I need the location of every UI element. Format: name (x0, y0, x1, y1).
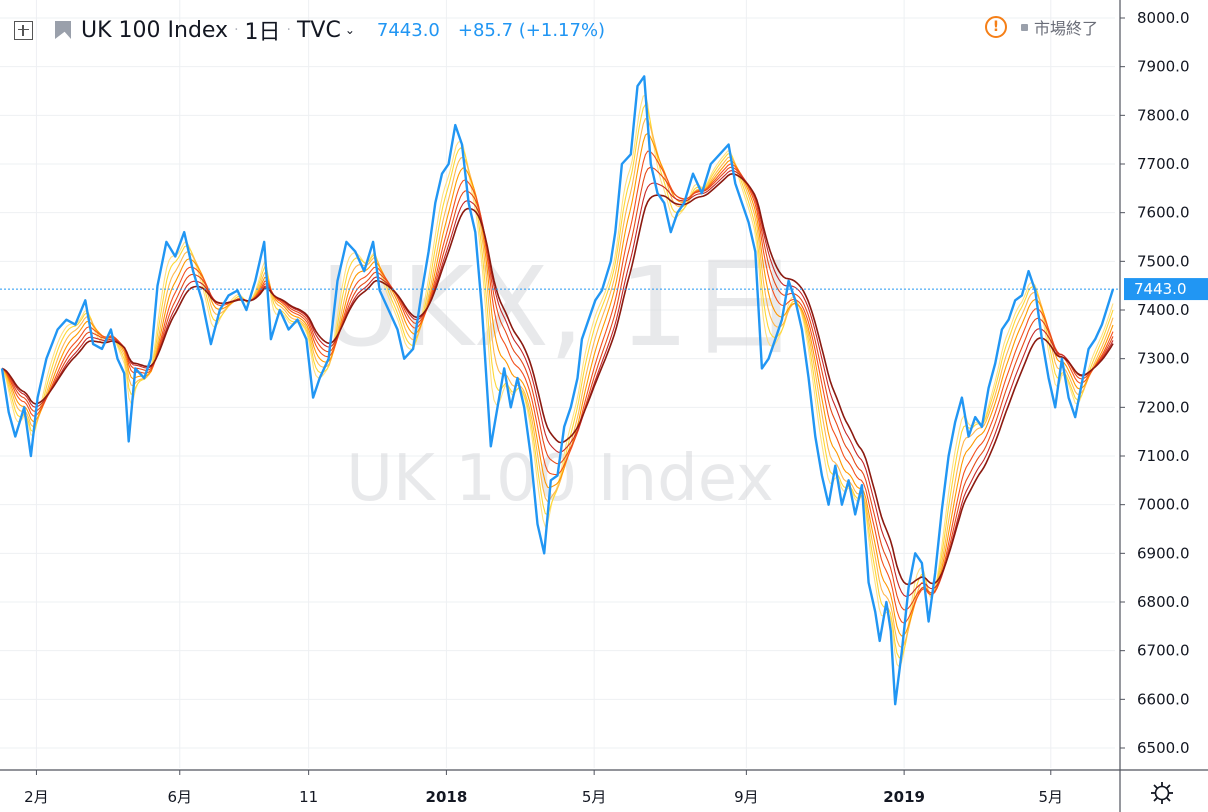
y-tick-label: 7100.0 (1137, 447, 1190, 465)
x-tick-label: 6月 (167, 788, 192, 806)
price-change: +85.7 (+1.17%) (457, 19, 606, 41)
moving-average-ribbon (1, 94, 1114, 668)
x-axis-labels: 2月 6月 11 2018 5月 9月 2019 5月 (24, 770, 1063, 806)
ema-line (1, 103, 1114, 659)
current-price: 7443.0 (376, 19, 440, 41)
x-tick-label: 2018 (426, 788, 468, 806)
x-tick-label: 9月 (734, 788, 759, 806)
interval[interactable]: 1日 (244, 20, 281, 45)
y-tick-label: 6800.0 (1137, 593, 1190, 611)
add-symbol-icon[interactable] (14, 20, 33, 40)
watermark: UKX, 1日 UK 100 Index (321, 243, 799, 516)
exchange[interactable]: TVC (296, 17, 341, 43)
market-status: ! 市場終了 (985, 15, 1098, 39)
y-tick-label: 7400.0 (1137, 301, 1190, 319)
ema-line (1, 94, 1114, 668)
ema-line (1, 118, 1114, 649)
ema-line (1, 166, 1114, 611)
ema-line (1, 172, 1114, 586)
price-series (0, 75, 1115, 706)
chart-grid (0, 0, 1115, 768)
x-tick-label: 5月 (1039, 788, 1064, 806)
status-dot-icon (1021, 23, 1028, 31)
y-tick-label: 6500.0 (1137, 739, 1190, 757)
market-status-text: 市場終了 (1034, 19, 1099, 38)
y-tick-label: 7800.0 (1137, 106, 1190, 124)
y-tick-label: 7300.0 (1137, 350, 1190, 368)
y-tick-label: 7500.0 (1137, 252, 1190, 270)
chart-header: UK 100 Index · 1日 · TVC ⌄ 7443.0 +85.7 (… (14, 10, 605, 50)
ema-line (1, 150, 1114, 624)
watermark-symbol: UKX, 1日 (321, 243, 799, 371)
y-tick-label: 7200.0 (1137, 398, 1190, 416)
y-tick-label: 8000.0 (1137, 9, 1190, 27)
x-tick-label: 11 (299, 788, 318, 806)
flag-icon[interactable] (55, 21, 71, 39)
price-line (0, 75, 1115, 706)
y-tick-label: 7000.0 (1137, 496, 1190, 514)
y-tick-label: 6700.0 (1137, 642, 1190, 660)
y-tick-label: 7700.0 (1137, 155, 1190, 173)
y-tick-label: 6600.0 (1137, 690, 1190, 708)
x-tick-label: 2月 (24, 788, 49, 806)
symbol-name[interactable]: UK 100 Index (81, 17, 229, 43)
x-tick-label: 5月 (582, 788, 607, 806)
warning-icon[interactable]: ! (985, 16, 1007, 38)
chevron-down-icon[interactable]: ⌄ (344, 23, 355, 37)
last-price-badge: 7443.0 (1124, 278, 1208, 301)
separator: · (286, 22, 291, 38)
separator: · (234, 22, 239, 38)
y-axis-labels: 8000.0 7900.0 7800.0 7700.0 7600.0 7500.0 7400… (1120, 9, 1190, 757)
last-price-label: 7443.0 (1134, 280, 1187, 298)
ema-line (1, 170, 1114, 597)
x-tick-label: 2019 (883, 788, 925, 806)
y-tick-label: 6900.0 (1137, 544, 1190, 562)
settings-gear-icon[interactable] (1151, 782, 1173, 804)
y-tick-label: 7900.0 (1137, 58, 1190, 76)
y-tick-label: 7600.0 (1137, 204, 1190, 222)
